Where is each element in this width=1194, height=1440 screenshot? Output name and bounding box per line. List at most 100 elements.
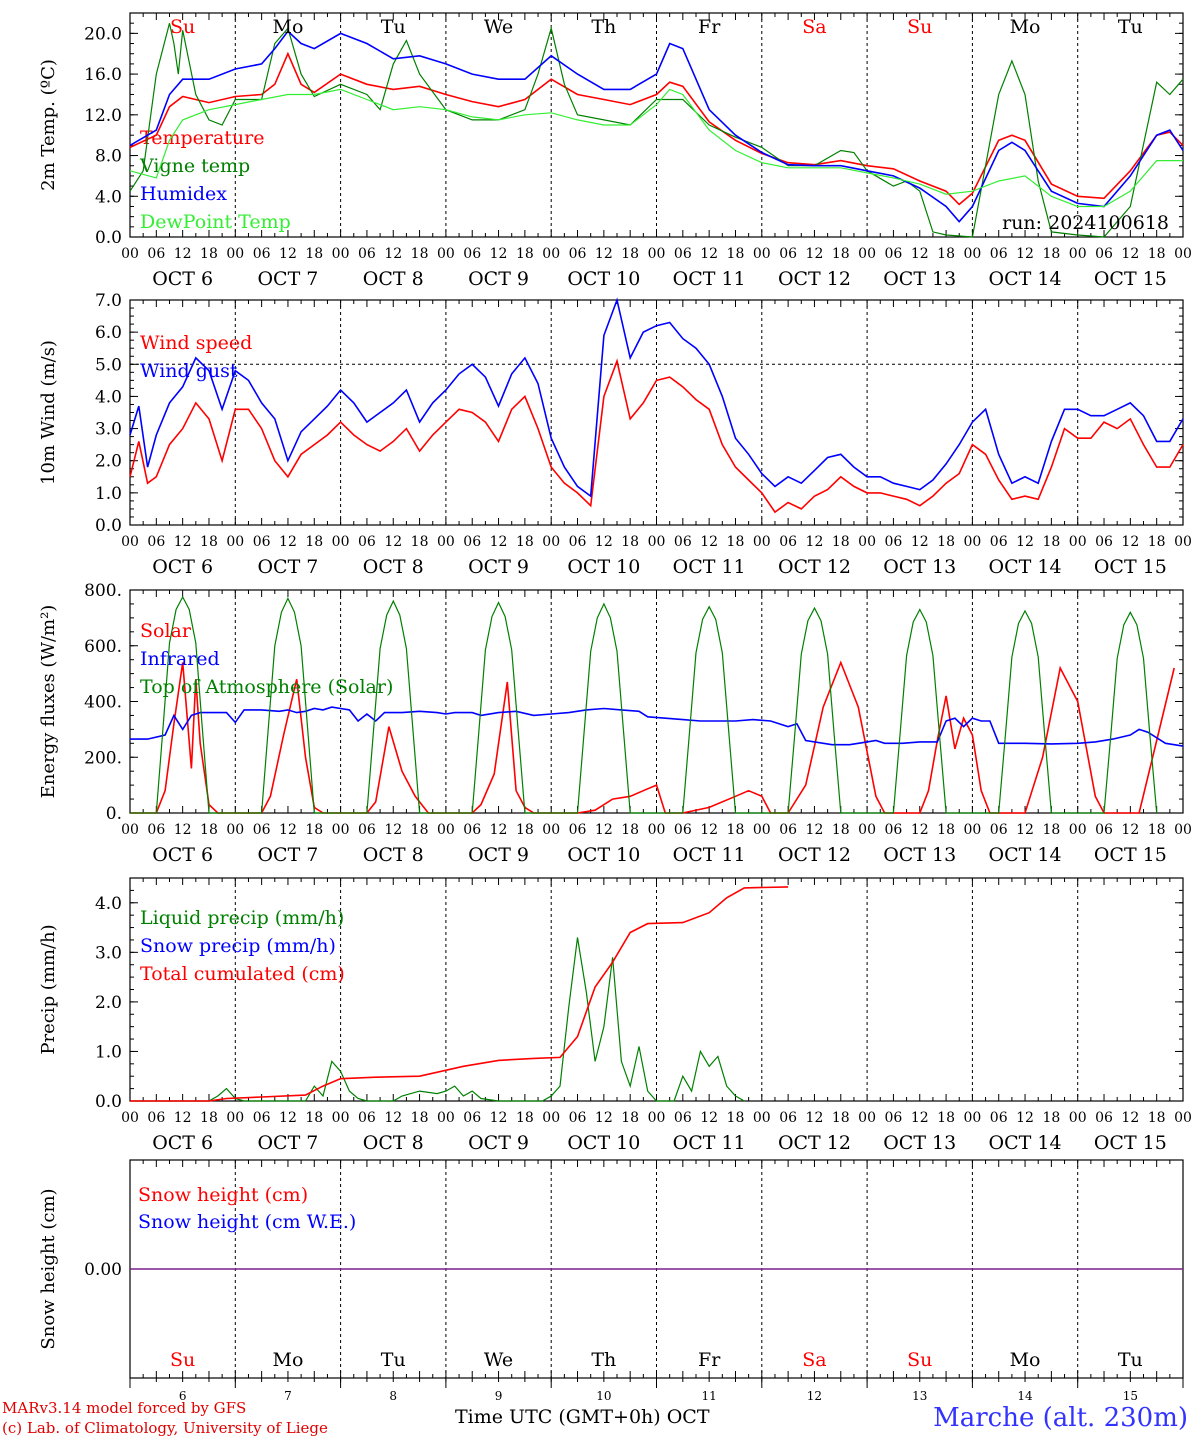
- hour-label: 12: [384, 1110, 402, 1126]
- series-line-1: [129, 297, 1184, 498]
- legend-entry: Wind speed: [140, 332, 252, 354]
- date-label: OCT 6: [152, 1132, 213, 1154]
- date-label: OCT 14: [989, 556, 1062, 578]
- hour-label: 06: [674, 822, 692, 838]
- hour-label: 00: [121, 246, 139, 262]
- hour-label: 18: [832, 822, 850, 838]
- y-tick-label: 8.0: [95, 147, 122, 167]
- hour-label: 00: [226, 534, 244, 550]
- date-label: OCT 12: [778, 556, 851, 578]
- hour-label: 12: [174, 246, 192, 262]
- hour-label: 12: [806, 1110, 824, 1126]
- y-axis-label: Precip (mm/h): [38, 924, 59, 1054]
- legend-entry: Humidex: [140, 183, 227, 205]
- date-label: OCT 9: [468, 1132, 529, 1154]
- hour-label: 00: [1069, 1110, 1087, 1126]
- date-label: OCT 9: [468, 556, 529, 578]
- hour-label: 06: [674, 534, 692, 550]
- date-label: OCT 8: [363, 844, 424, 866]
- hour-label: 00: [648, 1110, 666, 1126]
- hour-label: 12: [911, 534, 929, 550]
- hour-label: 06: [569, 534, 587, 550]
- hour-label: 12: [1016, 534, 1034, 550]
- hour-label: 18: [411, 822, 429, 838]
- y-tick-label: 4.0: [95, 894, 122, 914]
- weekday-label: Tu: [1118, 16, 1143, 38]
- date-label: OCT 15: [1094, 844, 1167, 866]
- y-tick-label: 2.0: [95, 993, 122, 1013]
- timeline-date: 8: [389, 1389, 397, 1403]
- hour-label: 18: [411, 1110, 429, 1126]
- hour-label: 12: [806, 246, 824, 262]
- weekday-label: Mo: [1010, 16, 1041, 38]
- hour-label: 18: [727, 822, 745, 838]
- hour-label: 06: [463, 1110, 481, 1126]
- hour-label: 06: [147, 534, 165, 550]
- legend-entry: Total cumulated (cm): [140, 963, 345, 985]
- hour-label: 00: [858, 246, 876, 262]
- hour-label: 00: [437, 246, 455, 262]
- date-label: OCT 12: [778, 1132, 851, 1154]
- hour-label: 06: [1095, 534, 1113, 550]
- legend-entry: Liquid precip (mm/h): [140, 907, 344, 929]
- hour-label: 18: [1148, 246, 1166, 262]
- y-tick-label: 2.0: [95, 452, 122, 472]
- timeline-date: 10: [596, 1389, 611, 1403]
- hour-label: 06: [569, 246, 587, 262]
- series-line-0: [129, 51, 1184, 206]
- x-axis-title: Time UTC (GMT+0h) OCT: [455, 1406, 710, 1428]
- date-label: OCT 13: [883, 1132, 956, 1154]
- hour-label: 06: [990, 246, 1008, 262]
- hour-label: 18: [621, 1110, 639, 1126]
- series-line-1: [130, 706, 1184, 747]
- hour-label: 00: [963, 246, 981, 262]
- hour-label: 18: [516, 822, 534, 838]
- hour-label: 00: [226, 822, 244, 838]
- hour-label: 00: [963, 822, 981, 838]
- hour-label: 06: [990, 1110, 1008, 1126]
- y-tick-label: 0.0: [95, 228, 122, 248]
- hour-label: 00: [753, 246, 771, 262]
- weekday-label: Th: [591, 16, 616, 38]
- hour-label: 06: [358, 246, 376, 262]
- hour-label: 18: [621, 822, 639, 838]
- date-label: OCT 8: [363, 556, 424, 578]
- hour-label: 00: [858, 822, 876, 838]
- y-tick-label: 6.0: [95, 323, 122, 343]
- y-tick-label: 4.0: [95, 187, 122, 207]
- series-line-3: [129, 88, 1183, 208]
- hour-label: 18: [621, 534, 639, 550]
- hour-label: 12: [595, 1110, 613, 1126]
- hour-label: 12: [1016, 246, 1034, 262]
- weekday-label: Tu: [381, 16, 406, 38]
- weekday-label: Mo: [1010, 1349, 1041, 1371]
- weekday-label: We: [484, 1349, 513, 1371]
- hour-label: 00: [648, 822, 666, 838]
- weekday-label: Tu: [381, 1349, 406, 1371]
- hour-label: 00: [542, 246, 560, 262]
- series-line-2: [130, 886, 789, 1102]
- hour-label: 06: [358, 822, 376, 838]
- weekday-label: Mo: [272, 16, 303, 38]
- y-tick-label: 0.00: [84, 1260, 122, 1280]
- hour-label: 06: [253, 534, 271, 550]
- hour-label: 12: [700, 246, 718, 262]
- y-axis-label: 10m Wind (m/s): [38, 340, 59, 485]
- date-label: OCT 15: [1094, 268, 1167, 290]
- y-tick-label: 800.: [84, 581, 122, 601]
- credit-line-lab: (c) Lab. of Climatology, University of L…: [2, 1419, 328, 1437]
- hour-label: 12: [700, 1110, 718, 1126]
- hour-label: 12: [384, 246, 402, 262]
- hour-label: 00: [121, 534, 139, 550]
- hour-label: 18: [200, 1110, 218, 1126]
- hour-label: 00: [437, 534, 455, 550]
- hour-label: 18: [1148, 534, 1166, 550]
- date-label: OCT 9: [468, 844, 529, 866]
- hour-label: 18: [727, 246, 745, 262]
- hour-label: 00: [332, 246, 350, 262]
- hour-label: 00: [1174, 1110, 1192, 1126]
- y-tick-label: 20.0: [84, 24, 122, 44]
- date-label: OCT 12: [778, 268, 851, 290]
- date-label: OCT 14: [989, 844, 1062, 866]
- hour-label: 00: [226, 1110, 244, 1126]
